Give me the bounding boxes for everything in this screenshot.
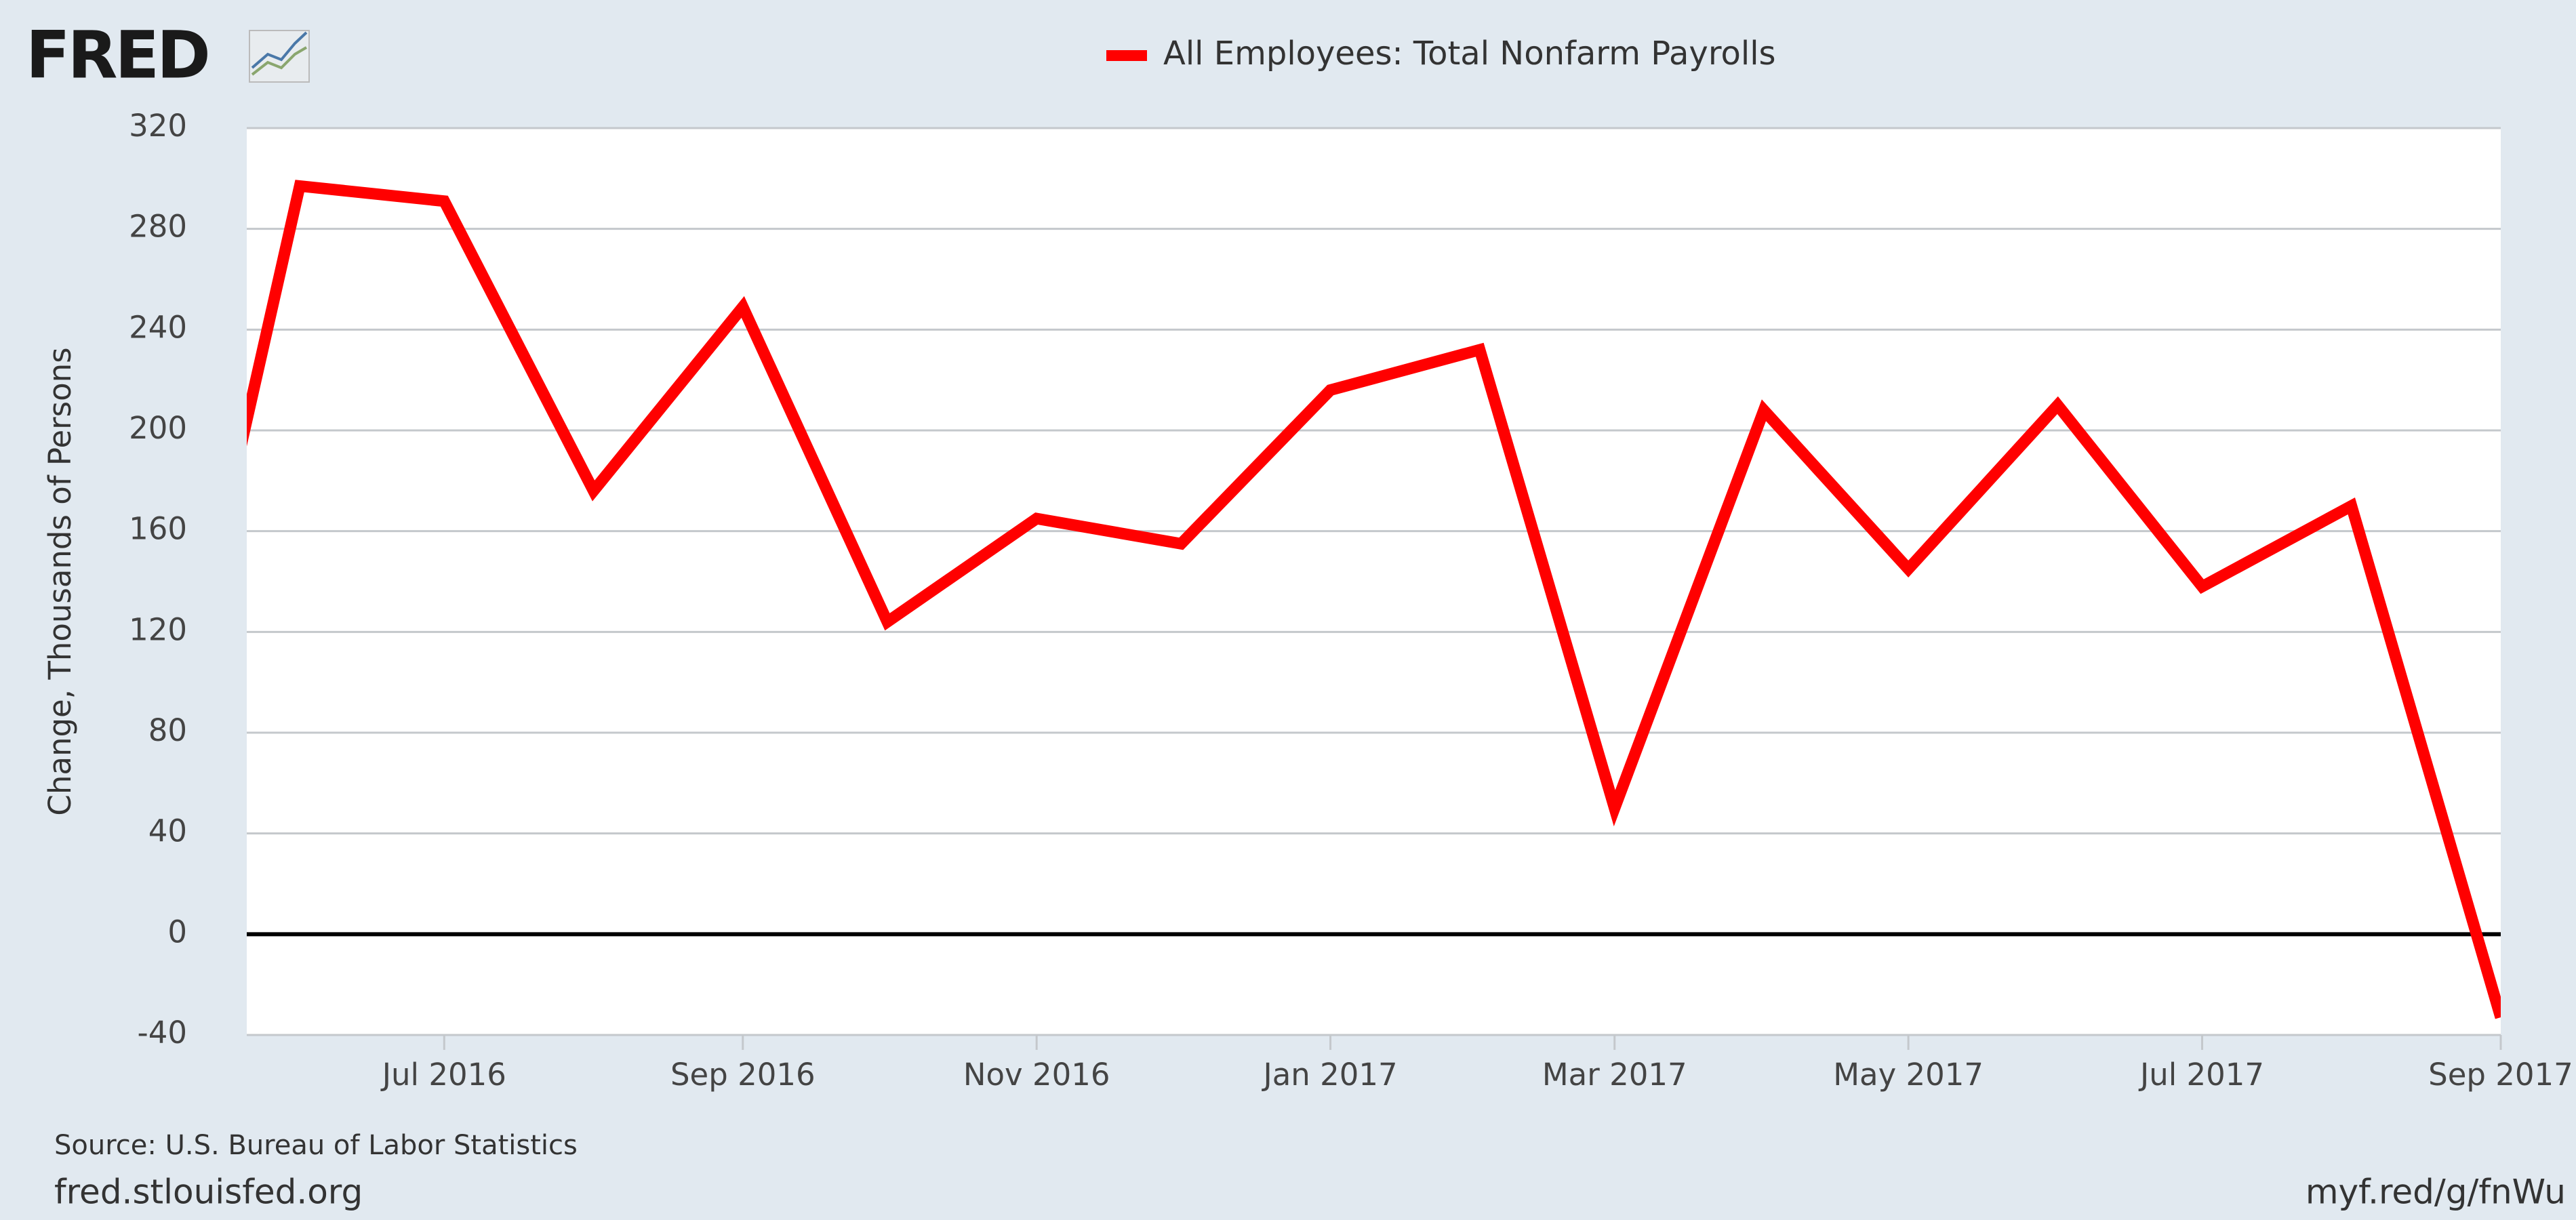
y-tick-label: 280 [129, 209, 187, 245]
y-tick-label: 200 [129, 410, 187, 446]
footer-right: myf.red/g/fnWu [2306, 1173, 2566, 1212]
y-tick-label: 80 [148, 712, 187, 748]
line [247, 180, 2501, 1019]
x-tick-label: Nov 2016 [963, 1057, 1110, 1093]
plot-area [247, 128, 2501, 1035]
x-tick-label: Sep 2016 [670, 1057, 816, 1093]
logo: FRED [26, 17, 208, 93]
y-tick-label: 40 [148, 813, 187, 849]
x-tick-label: May 2017 [1833, 1057, 1984, 1093]
y-tick-label: 160 [129, 511, 187, 547]
y-axis-label: Change, Thousands of Persons [42, 347, 78, 815]
y-tick-label: -40 [138, 1015, 188, 1051]
x-tick-label: Jul 2017 [2138, 1057, 2264, 1093]
x-tick-label: Mar 2017 [1542, 1057, 1687, 1093]
footer-left: fred.stlouisfed.org [54, 1173, 363, 1212]
source: Source: U.S. Bureau of Labor Statistics [54, 1130, 578, 1161]
y-tick-label: 120 [129, 611, 187, 647]
legend-label: All Employees: Total Nonfarm Payrolls [1163, 35, 1776, 73]
logo-icon [249, 30, 310, 83]
y-tick-label: 320 [129, 108, 187, 144]
x-tick-label: Sep 2017 [2428, 1057, 2573, 1093]
y-tick-label: 240 [129, 309, 187, 345]
x-tick-label: Jul 2016 [380, 1057, 506, 1093]
y-tick-label: 0 [167, 914, 187, 950]
x-tick-label: Jan 2017 [1261, 1057, 1397, 1093]
